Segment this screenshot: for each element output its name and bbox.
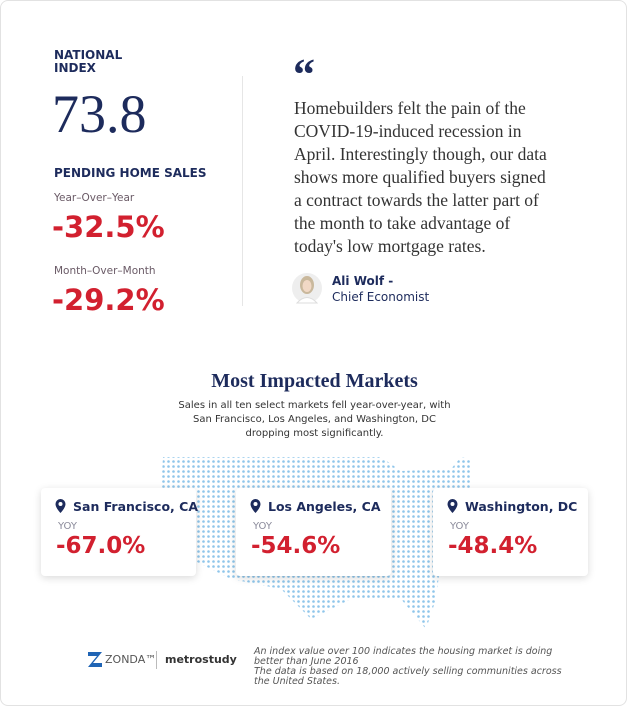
market-value: -67.0% [56,533,146,559]
pin-icon [250,499,261,513]
market-card: Washington, DC YOY -48.4% [433,488,588,576]
market-label: YOY [253,521,272,532]
partner: metrostudy [165,653,237,666]
index-value: 73.8 [52,84,147,144]
metric-value: -32.5% [52,210,165,244]
market-label: YOY [450,521,469,532]
zonda-logo [88,652,102,667]
metric-value: -29.2% [52,283,165,317]
quote-line: April. Interestingly though, our data [294,144,547,164]
quote-line: today's low mortgage rates. [294,236,486,256]
index-label: NATIONAL [54,48,123,62]
brand: ZONDA™ [105,653,157,666]
market-value: -54.6% [251,533,341,559]
market-card: Los Angeles, CA YOY -54.6% [236,488,391,576]
quote-line: shows more qualified buyers signed [294,167,546,187]
metric-label: Month–Over–Month [54,265,156,277]
pin-icon [447,499,458,513]
footnote: The data is based on 18,000 actively sel… [254,666,562,677]
separator [156,651,157,669]
divider [242,76,243,306]
market-value: -48.4% [448,533,538,559]
footnote: An index value over 100 indicates the ho… [254,646,553,657]
quote-line: COVID-19-induced recession in [294,121,522,141]
section-title: PENDING HOME SALES [54,166,207,180]
quote: Homebuilders felt the pain of the COVID-1… [294,97,547,258]
quote-line: the month to take advantage of [294,213,511,233]
pin-icon [55,499,66,513]
index-label: INDEX [54,61,96,75]
quote-mark: “ [293,50,315,99]
quote-line: Homebuilders felt the pain of the [294,98,526,118]
subtitle: San Francisco, Los Angeles, and Washingt… [193,414,436,425]
market-label: YOY [58,521,77,532]
quote-line: a contract towards the latter part of [294,190,539,210]
author-role: Chief Economist [332,290,430,304]
metric-label: Year–Over–Year [54,192,135,204]
market-card: San Francisco, CA YOY -67.0% [41,488,199,576]
market-city: San Francisco, CA [73,499,199,514]
subtitle: Sales in all ten select markets fell yea… [178,400,451,411]
footnote: better than June 2016 [254,656,359,667]
heading: Most Impacted Markets [211,370,418,392]
market-city: Washington, DC [465,499,578,514]
market-city: Los Angeles, CA [268,499,381,514]
avatar [292,273,322,304]
footnote: the United States. [254,676,340,687]
subtitle: dropping most significantly. [245,428,384,439]
author: Ali Wolf - [332,274,394,288]
